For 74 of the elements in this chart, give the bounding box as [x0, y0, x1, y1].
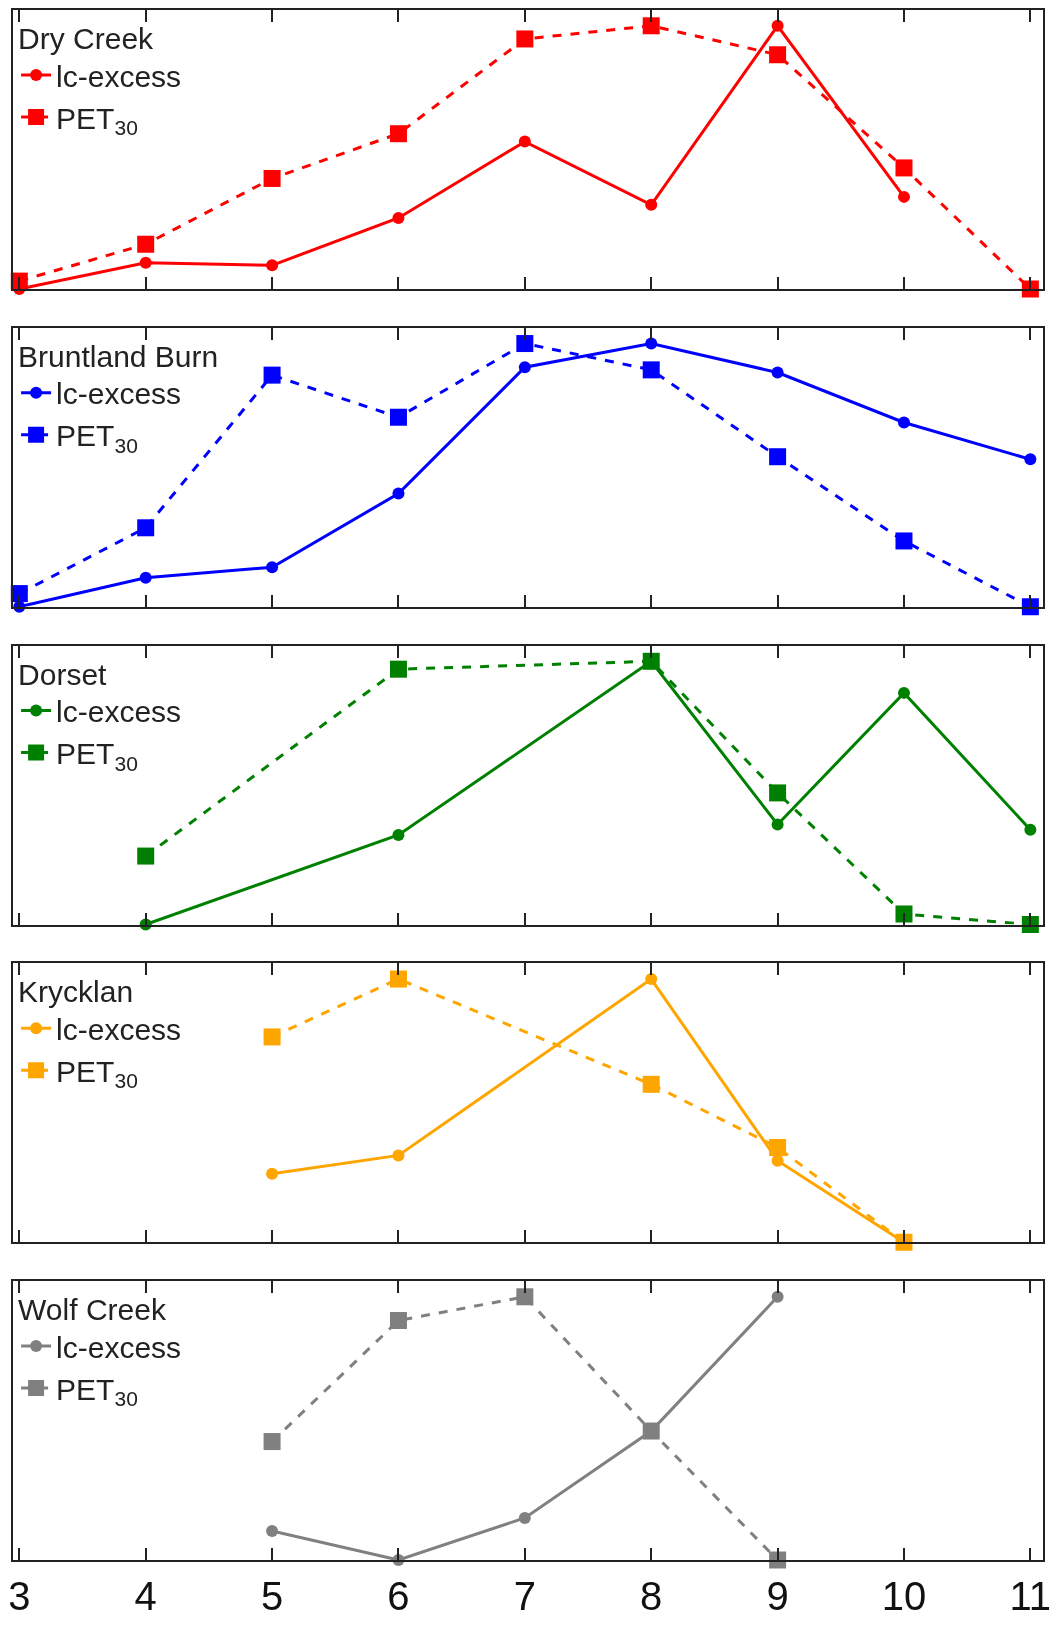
point — [263, 1433, 281, 1451]
point — [516, 30, 534, 48]
point — [897, 416, 910, 429]
point — [769, 448, 787, 466]
legend-label: PET$_{30}$ — [56, 101, 138, 139]
point — [392, 829, 405, 841]
point — [642, 361, 660, 379]
point — [137, 519, 155, 537]
point — [389, 1311, 407, 1329]
x-tick-label: 8 — [640, 1574, 663, 1618]
point — [642, 1075, 660, 1093]
x-tick-label: 10 — [881, 1574, 927, 1618]
legend-label: lc-excess — [56, 1330, 182, 1364]
x-tick-label: 11 — [1009, 1574, 1052, 1618]
point — [263, 169, 281, 187]
point — [771, 366, 784, 379]
point — [392, 211, 405, 224]
point — [1024, 823, 1037, 836]
point — [263, 1028, 281, 1046]
point — [518, 135, 531, 148]
point — [389, 970, 407, 988]
point — [769, 46, 787, 64]
legend-label: lc-excess — [56, 59, 182, 93]
x-tick-label: 5 — [260, 1574, 284, 1618]
point — [266, 1525, 279, 1538]
point — [389, 660, 407, 678]
point — [769, 1139, 787, 1156]
point — [895, 905, 913, 923]
point — [516, 335, 534, 353]
point — [771, 19, 784, 32]
point — [895, 159, 913, 177]
legend-title: Krycklan — [18, 975, 134, 1009]
point — [771, 1290, 784, 1303]
point — [771, 818, 784, 831]
point — [645, 198, 658, 211]
legend-title: Dorset — [18, 657, 108, 691]
x-tick-label: 6 — [387, 1574, 410, 1618]
point — [392, 1149, 405, 1162]
point — [895, 532, 913, 550]
point — [518, 361, 531, 374]
legend-label: PET$_{30}$ — [56, 419, 138, 457]
point — [897, 190, 910, 203]
point — [139, 256, 152, 269]
point — [518, 1511, 531, 1524]
x-tick-label: 3 — [8, 1574, 31, 1618]
x-tick-label: 9 — [766, 1574, 789, 1618]
point — [645, 337, 658, 350]
legend-label: PET$_{30}$ — [56, 737, 138, 775]
point — [389, 125, 407, 143]
point — [266, 561, 279, 574]
legend-label: lc-excess — [56, 1012, 182, 1046]
point — [389, 408, 407, 426]
point — [263, 366, 281, 384]
point — [516, 1288, 534, 1306]
point — [139, 571, 152, 584]
legend-title: Bruntland Burn — [18, 339, 219, 373]
point — [137, 847, 155, 865]
point — [266, 1167, 279, 1180]
point — [897, 686, 910, 699]
point — [642, 17, 660, 35]
x-tick-label: 7 — [513, 1574, 536, 1618]
legend-label: PET$_{30}$ — [56, 1372, 138, 1410]
point — [137, 235, 155, 253]
point — [769, 784, 787, 802]
point — [1024, 453, 1037, 466]
legend-title: Wolf Creek — [18, 1293, 167, 1326]
point — [645, 973, 658, 986]
point — [266, 259, 279, 272]
x-tick-label: 4 — [134, 1574, 157, 1618]
legend-title: Dry Creek — [18, 22, 155, 55]
legend-label: PET$_{30}$ — [56, 1054, 138, 1093]
legend-label: lc-excess — [56, 377, 182, 411]
legend-label: lc-excess — [56, 695, 182, 729]
point — [392, 487, 405, 500]
